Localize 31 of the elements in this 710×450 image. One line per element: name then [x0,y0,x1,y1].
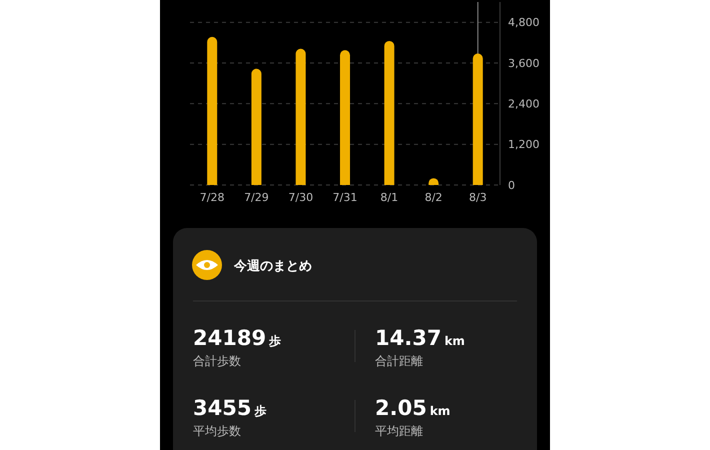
bar [472,54,483,185]
text: 平均歩数 [193,424,241,438]
x-tick-label: 7/28 [200,191,224,204]
x-tick-label: 8/2 [424,191,442,204]
text: 平均距離 [375,424,423,438]
text: 歩 [253,404,266,418]
text: 14.37 [375,326,442,350]
text: km [430,404,450,418]
x-tick-label: 8/3 [469,191,487,204]
y-tick-label: 4,800 [508,16,540,30]
y-tick-label: 0 [508,178,515,192]
text: 合計距離 [375,354,423,368]
x-tick-label: 7/31 [332,191,358,204]
x-tick-label: 7/29 [244,191,269,204]
text: 2.05 [375,396,427,420]
y-tick-label: 3,600 [508,56,540,70]
text: km [444,334,465,348]
bar [296,48,306,185]
text: 3455 [193,396,252,420]
text: 24189 [193,326,266,350]
text: 合計歩数 [193,354,241,368]
bar [384,40,394,185]
bar [251,68,262,185]
text: 歩 [268,334,282,348]
bar [207,36,218,185]
y-tick-label: 1,200 [508,138,540,152]
y-tick-label: 2,400 [508,98,540,111]
bar [340,50,350,185]
x-tick-label: 8/1 [380,191,398,204]
x-tick-label: 7/30 [288,191,314,204]
text: 今週のまとめ [233,259,312,274]
